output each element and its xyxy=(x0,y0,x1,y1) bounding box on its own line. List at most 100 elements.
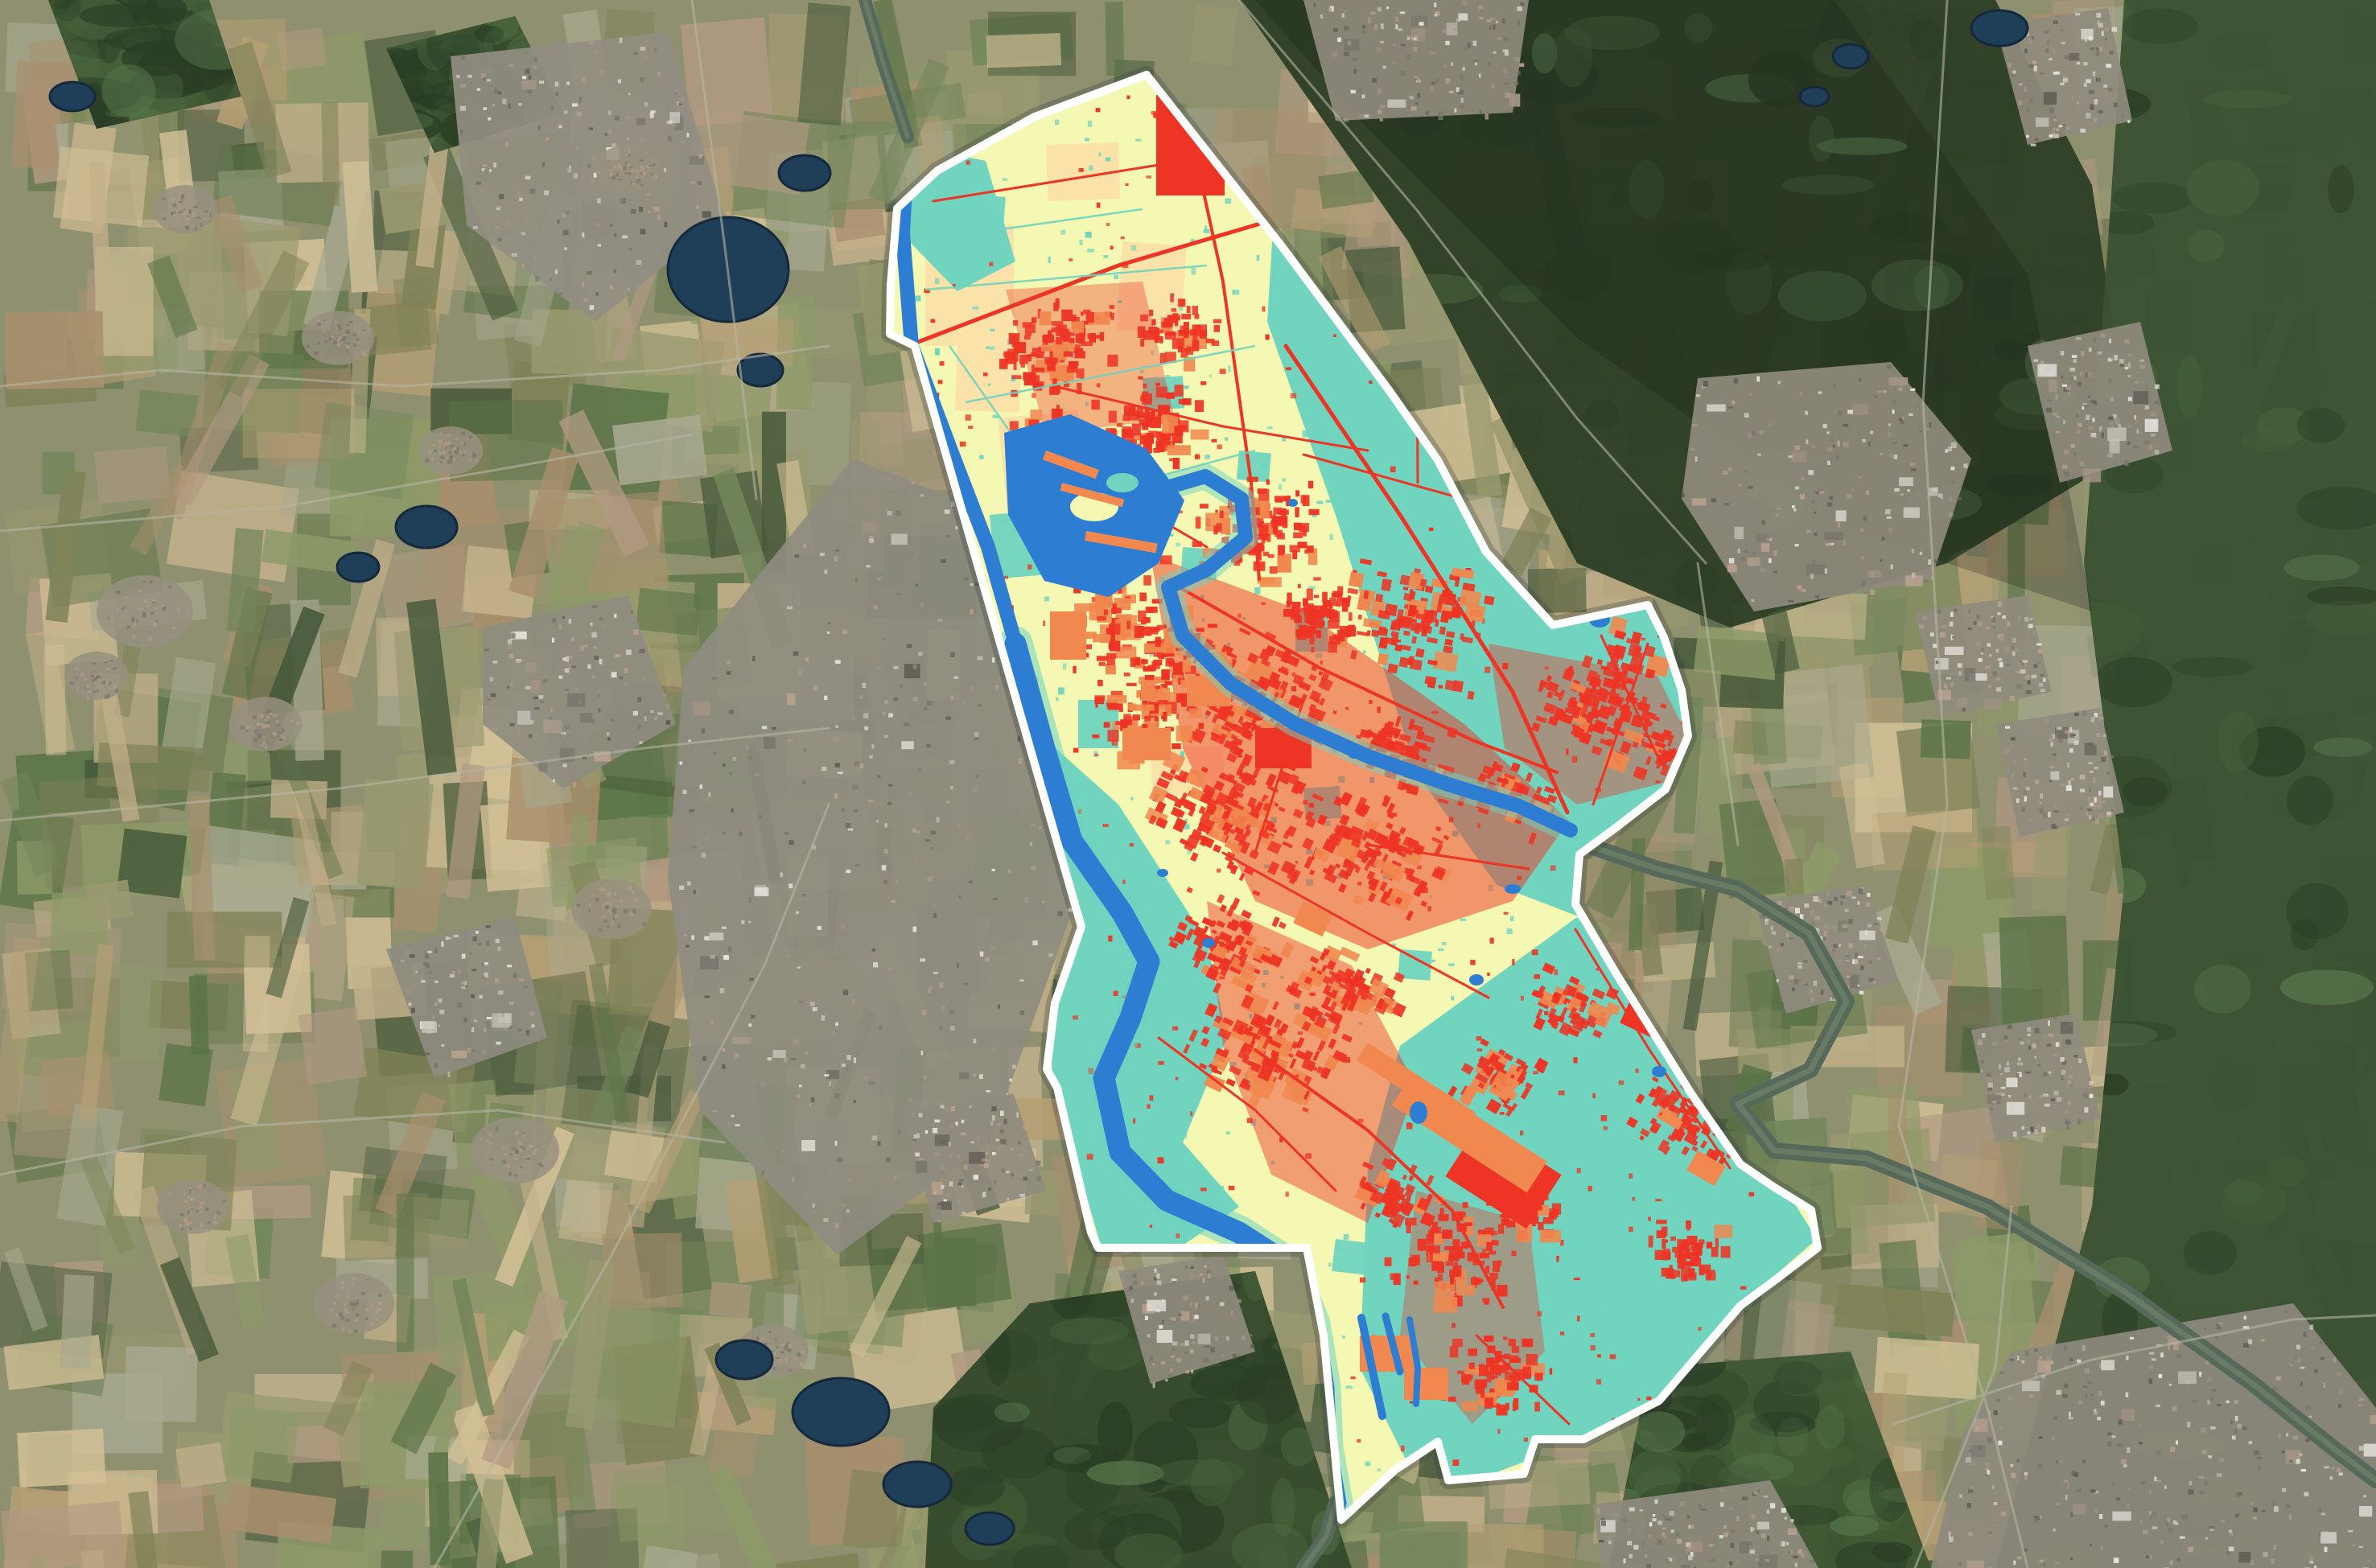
builtup-cluster xyxy=(1137,293,1222,372)
town-west-mid xyxy=(483,595,676,788)
industrial-block xyxy=(1122,728,1171,760)
builtup-cluster xyxy=(1336,558,1495,700)
builtup-cluster xyxy=(999,298,1118,410)
industrial-block xyxy=(1356,1043,1476,1130)
road xyxy=(690,0,758,500)
vegetation-patch xyxy=(1332,1239,1376,1276)
ditch-line xyxy=(965,344,1256,404)
builtup-cluster xyxy=(1447,1038,1549,1117)
lake xyxy=(1970,9,2029,47)
ditch-line xyxy=(916,208,1143,243)
rhine-south-highlight xyxy=(1300,1500,1339,1568)
town-west-large xyxy=(668,459,1070,1255)
pond xyxy=(1157,869,1168,877)
pond xyxy=(1349,751,1360,759)
harbor-finger xyxy=(1382,1312,1404,1376)
builtup-cluster xyxy=(1168,887,1295,993)
builtup-cluster xyxy=(1354,1158,1445,1228)
city-boundary-outline xyxy=(886,71,1822,1524)
cream-patch xyxy=(1116,241,1187,335)
builtup-cluster xyxy=(1286,945,1406,1043)
town-south xyxy=(1593,1480,1818,1568)
road xyxy=(0,344,830,388)
harbor-pier xyxy=(1060,482,1125,508)
lake xyxy=(1798,85,1830,108)
harbor-pier xyxy=(1084,531,1158,554)
pond xyxy=(1410,1101,1427,1124)
vegetation-area xyxy=(1360,917,1817,1480)
builtup-cluster xyxy=(1384,1200,1517,1313)
vegetation-patch xyxy=(1398,949,1432,981)
vegetation-patch xyxy=(1674,1186,1713,1220)
harbor-finger xyxy=(1406,1316,1421,1407)
town-ne-ridge2 xyxy=(2028,322,2172,483)
urban-regions xyxy=(64,0,2376,1568)
road xyxy=(1897,0,2029,1568)
classified-road xyxy=(1475,1334,1571,1426)
lake xyxy=(1831,43,1870,70)
industrial-block xyxy=(1293,900,1333,937)
mountain-forest xyxy=(1995,0,2376,1568)
industrial-block xyxy=(1686,1150,1726,1187)
road xyxy=(1892,1314,2376,1426)
road xyxy=(1237,0,1707,565)
lake xyxy=(336,551,381,583)
builtup-cluster xyxy=(1144,728,1324,897)
builtup-cluster xyxy=(1648,1220,1733,1282)
classified-road xyxy=(1592,642,1649,806)
town-east xyxy=(1682,362,1971,611)
vegetation-patch xyxy=(1157,973,1207,1012)
pond xyxy=(1652,1066,1666,1077)
rhine-north-highlight xyxy=(863,0,910,139)
classified-road xyxy=(1283,344,1570,815)
lake xyxy=(48,80,97,113)
harbor-pier xyxy=(1042,451,1099,479)
road xyxy=(0,433,694,533)
village xyxy=(571,879,652,940)
lake xyxy=(882,1460,953,1508)
builtup-cluster xyxy=(1283,577,1357,653)
neckar-east-highlight xyxy=(1578,840,2376,1484)
outside-rivers xyxy=(859,0,2376,1568)
village xyxy=(595,145,660,193)
lake xyxy=(714,1339,774,1381)
pond xyxy=(1505,884,1521,894)
road xyxy=(0,1109,726,1176)
vegetation-patch xyxy=(944,192,1006,270)
classified-road xyxy=(1052,385,1369,452)
builtup-cluster xyxy=(1531,655,1667,774)
road xyxy=(0,726,830,822)
lake xyxy=(777,154,832,192)
industrial-block xyxy=(1404,1368,1448,1400)
harbor-finger xyxy=(1357,1314,1386,1420)
classified-road xyxy=(1366,843,1530,870)
road xyxy=(1696,562,1740,846)
pond xyxy=(1469,974,1484,986)
pond xyxy=(1288,499,1298,507)
builtup-cluster xyxy=(1531,962,1621,1039)
classified-road xyxy=(1157,1036,1337,1192)
road xyxy=(1913,1205,2013,1568)
classified-road xyxy=(1574,928,1732,1170)
road xyxy=(433,803,830,1568)
lake xyxy=(964,1511,1015,1546)
lake xyxy=(791,1377,891,1447)
builtup-cluster xyxy=(1096,381,1209,470)
lake xyxy=(394,504,459,549)
village xyxy=(97,575,193,648)
classified-road xyxy=(1167,579,1559,774)
builtup-cluster xyxy=(1286,792,1452,921)
classified-road xyxy=(905,213,1290,348)
ditch-line xyxy=(924,264,1208,291)
harbor-island-green xyxy=(1106,473,1139,492)
industrial-block xyxy=(1050,611,1086,660)
classified-road xyxy=(1254,1048,1505,1309)
vegetation-patch xyxy=(1236,450,1271,483)
lake xyxy=(736,352,784,388)
classified-road xyxy=(1221,851,1490,999)
pond xyxy=(1202,938,1215,948)
